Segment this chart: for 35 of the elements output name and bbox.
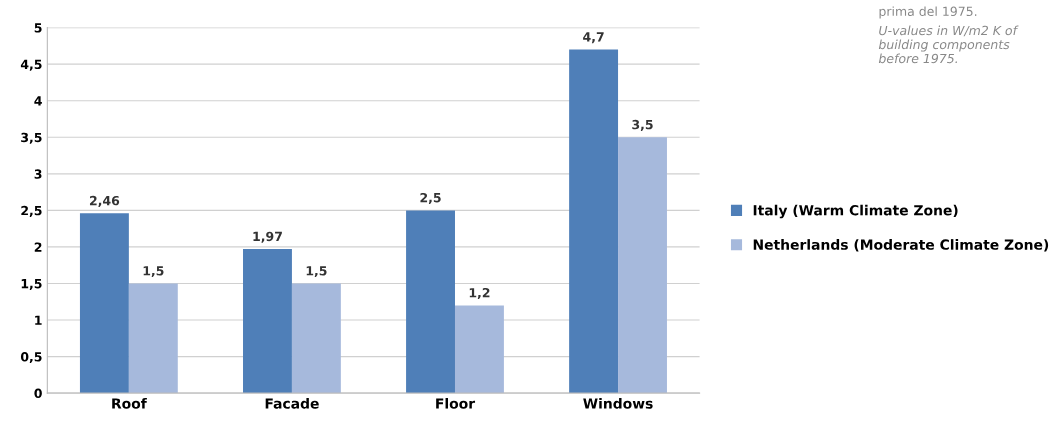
data-label: 4,7	[583, 32, 604, 44]
bar	[79, 213, 129, 394]
y-tick-label: 4,5	[20, 59, 42, 71]
data-label: 1,97	[253, 231, 282, 243]
data-label: 2,46	[89, 195, 120, 207]
y-tick-label: 1	[35, 315, 42, 325]
y-tick-label: 5	[34, 23, 42, 33]
legend-label: Netherlands (Moderate Climate Zone)	[753, 239, 1049, 252]
x-tick-label: Floor	[436, 397, 476, 409]
x-tick-label: Windows	[583, 397, 653, 409]
legend-label: Italy (Warm Climate Zone)	[753, 204, 958, 219]
bar	[618, 137, 667, 394]
bar	[243, 249, 292, 394]
data-label: 3,5	[632, 119, 653, 131]
bar	[454, 305, 504, 394]
y-tick-label: 3,5	[21, 132, 42, 144]
y-tick-label: 2,5	[21, 205, 42, 217]
bar	[291, 283, 341, 394]
bar	[569, 49, 619, 394]
y-tick-label: 0,5	[20, 352, 42, 364]
y-tick-label: 1,5	[21, 279, 42, 290]
y-tick-label: 4	[34, 96, 42, 106]
text: U-values in W/m2 K of building components before 1975.	[878, 25, 1019, 64]
x-tick-label: Roof	[112, 397, 147, 409]
x-tick-label: Facade	[265, 397, 319, 409]
data-label: 1,5	[143, 266, 164, 278]
text: prima del 1975.	[879, 6, 977, 19]
y-tick-label: 0	[34, 388, 42, 399]
data-label: 2,5	[420, 192, 441, 204]
bar	[406, 210, 455, 394]
y-tick-label: 2	[34, 242, 42, 252]
data-label: 1,5	[306, 266, 327, 278]
y-tick-label: 3	[34, 169, 42, 179]
data-label: 1,2	[469, 287, 490, 300]
bar	[128, 283, 178, 394]
